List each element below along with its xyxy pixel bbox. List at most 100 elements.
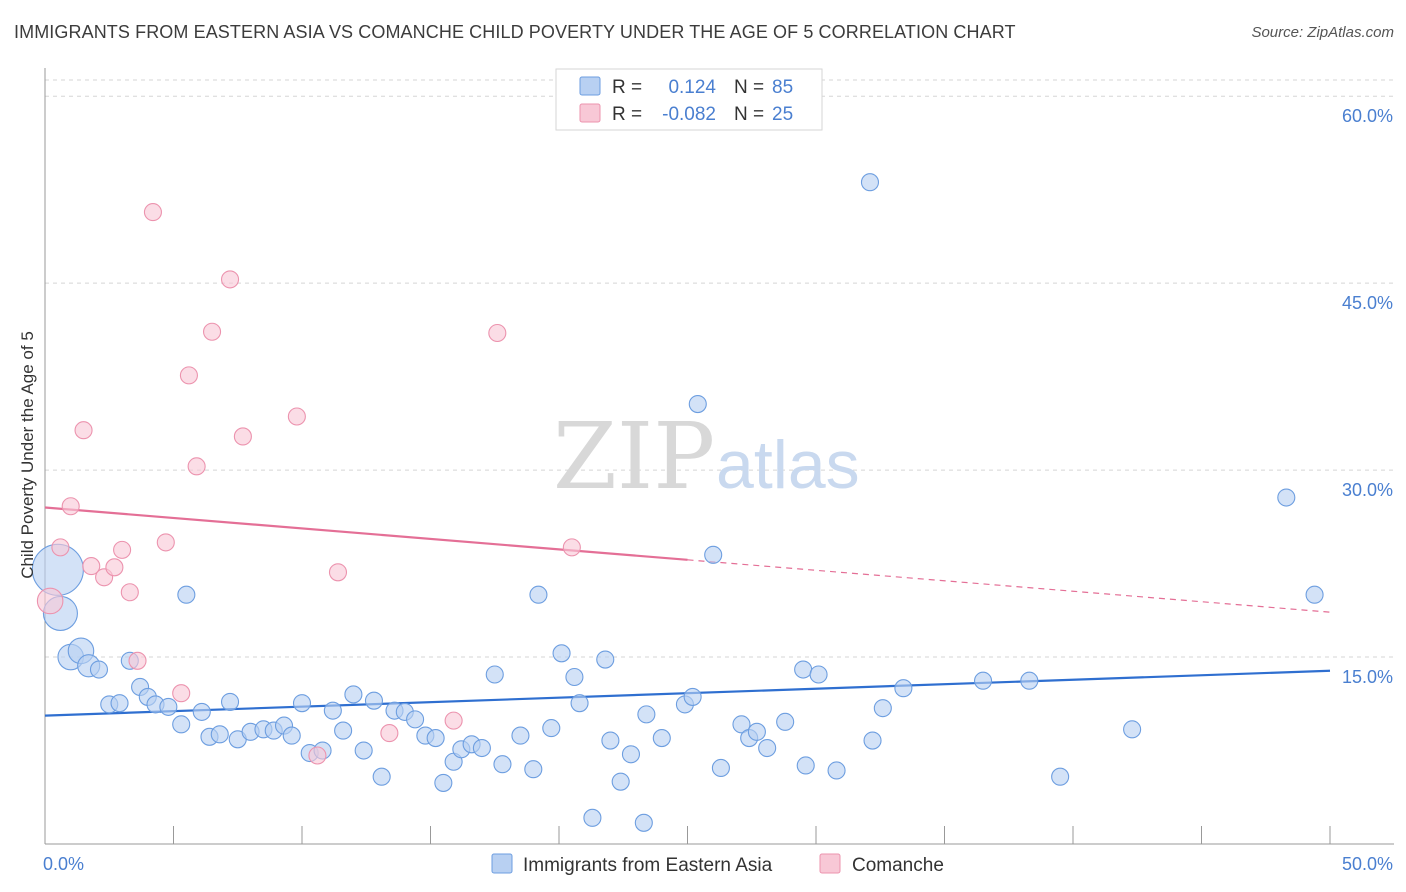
point-blue xyxy=(110,694,129,713)
legend-swatch-blue xyxy=(579,76,601,96)
point-blue xyxy=(493,755,512,774)
point-blue xyxy=(758,738,777,758)
point-blue xyxy=(323,701,342,720)
point-blue xyxy=(354,741,373,760)
watermark-zip-text: ZIP xyxy=(553,403,715,510)
x-tick-label-max: 50.0% xyxy=(1342,854,1393,874)
point-blue xyxy=(210,725,229,744)
point-blue xyxy=(220,692,240,711)
point-blue xyxy=(485,665,504,684)
point-blue xyxy=(652,729,671,748)
point-pink xyxy=(105,558,124,577)
point-blue xyxy=(973,671,993,690)
point-blue xyxy=(344,685,363,704)
grid-lines xyxy=(45,79,1394,658)
legend-n-label-2: N = xyxy=(734,104,764,125)
point-pink xyxy=(74,421,93,440)
point-blue xyxy=(472,738,491,758)
series-legend: Immigrants from Eastern Asia Comanche xyxy=(491,853,944,876)
legend-n-value-2: 25 xyxy=(772,104,793,125)
point-pink xyxy=(562,538,581,557)
point-blue xyxy=(1020,671,1039,690)
watermark-atlas-text: atlas xyxy=(716,427,860,503)
y-axis-label: Child Poverty Under the Age of 5 xyxy=(18,331,37,579)
point-blue xyxy=(282,726,301,745)
point-blue xyxy=(172,715,191,734)
legend-n-value-1: 85 xyxy=(772,77,793,98)
point-blue xyxy=(192,702,211,721)
point-blue xyxy=(827,761,846,780)
point-blue xyxy=(334,721,353,740)
correlation-legend: R = 0.124 N = 85 R = -0.082 N = 25 xyxy=(555,68,823,131)
legend-swatch-pink xyxy=(579,103,601,123)
watermark: ZIP atlas xyxy=(553,403,860,510)
point-blue xyxy=(1305,585,1324,604)
point-blue xyxy=(1277,488,1296,507)
y-tick-label: 45.0% xyxy=(1342,293,1393,313)
legend-r-value-2: -0.082 xyxy=(662,104,716,125)
point-pink xyxy=(233,427,252,446)
point-blue xyxy=(747,722,766,741)
chart-title: IMMIGRANTS FROM EASTERN ASIA VS COMANCHE… xyxy=(14,22,1016,42)
legend-r-label-2: R = xyxy=(612,104,642,125)
point-pink xyxy=(488,323,507,343)
legend-r-value-1: 0.124 xyxy=(668,77,716,98)
point-blue xyxy=(426,729,445,748)
point-blue xyxy=(637,705,656,724)
point-pink xyxy=(82,557,101,576)
point-blue xyxy=(1123,720,1142,739)
point-blue xyxy=(611,772,630,791)
point-pink xyxy=(187,457,206,476)
point-blue xyxy=(434,773,453,792)
point-blue xyxy=(711,758,730,778)
legend-n-label-1: N = xyxy=(734,77,764,98)
trend-line-pink-dashed xyxy=(687,559,1331,613)
point-blue xyxy=(704,545,723,564)
trend-lines xyxy=(44,506,1331,717)
point-blue xyxy=(177,585,196,604)
point-blue xyxy=(809,665,828,684)
point-blue xyxy=(552,644,571,663)
point-pink xyxy=(172,684,191,703)
point-blue xyxy=(511,726,530,745)
point-pink xyxy=(380,724,399,743)
point-blue xyxy=(89,660,109,679)
point-pink xyxy=(61,497,80,516)
point-blue xyxy=(570,694,589,713)
point-pink xyxy=(308,746,327,765)
point-blue xyxy=(794,660,813,679)
point-pink xyxy=(128,651,147,670)
point-pink xyxy=(143,203,162,222)
point-pink xyxy=(36,587,64,615)
point-blue xyxy=(776,712,795,731)
point-blue xyxy=(524,760,543,779)
series-legend-swatch-pink xyxy=(819,853,841,874)
point-pink xyxy=(51,538,70,557)
series-legend-label-blue: Immigrants from Eastern Asia xyxy=(523,855,773,876)
point-blue xyxy=(542,719,561,738)
point-blue xyxy=(621,745,641,764)
point-blue xyxy=(894,679,913,698)
source-credit: Source: ZipAtlas.com xyxy=(1251,24,1394,41)
point-blue xyxy=(583,808,602,827)
y-tick-label: 15.0% xyxy=(1342,667,1393,687)
point-blue xyxy=(863,731,882,750)
point-blue xyxy=(796,756,815,775)
point-pink xyxy=(444,711,463,730)
legend-r-label-1: R = xyxy=(612,77,642,98)
point-pink xyxy=(179,366,198,385)
y-tick-label: 30.0% xyxy=(1342,480,1393,500)
point-blue xyxy=(529,585,548,604)
x-tick-label-min: 0.0% xyxy=(43,854,84,874)
point-blue xyxy=(406,710,425,729)
point-blue xyxy=(596,650,615,669)
point-blue xyxy=(159,697,178,716)
point-pink xyxy=(113,540,132,559)
point-blue xyxy=(873,699,892,718)
point-blue xyxy=(732,715,751,734)
point-blue xyxy=(364,691,384,710)
point-blue xyxy=(860,173,880,192)
data-points xyxy=(31,173,1324,832)
point-blue xyxy=(565,667,584,687)
